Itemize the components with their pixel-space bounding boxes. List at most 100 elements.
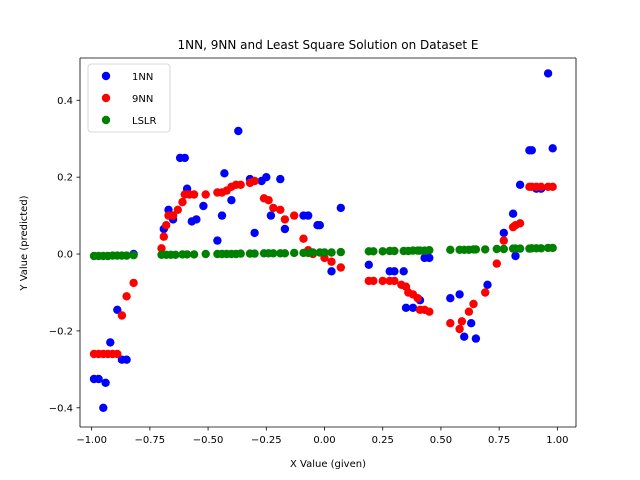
point-9nn-33: [290, 211, 299, 220]
y-tick-label: 0.0: [57, 250, 73, 261]
y-axis-title: Y Value (predicted): [19, 195, 30, 291]
point-lslr-55: [471, 245, 481, 254]
point-1nn-36: [364, 260, 373, 269]
point-9nn-44: [390, 276, 399, 286]
point-lslr-42: [390, 246, 399, 256]
point-9nn-7: [122, 292, 131, 301]
point-1nn-53: [511, 251, 520, 261]
point-9nn-67: [536, 182, 546, 191]
point-1nn-60: [548, 144, 557, 153]
x-axis: −1.00 −0.75 −0.50 −0.25 0.00 0.25 0.50 0.75 1.00: [76, 427, 569, 446]
x-tick-label: 1.00: [546, 435, 568, 446]
point-lslr-8: [129, 251, 138, 260]
x-tick-label: 0.00: [313, 435, 335, 446]
point-9nn-55: [457, 317, 467, 326]
point-1nn-7: [122, 355, 131, 364]
point-9nn-54: [455, 324, 464, 334]
point-1nn-59: [543, 69, 553, 78]
point-9nn-41: [369, 276, 378, 286]
point-1nn-26: [262, 173, 271, 182]
point-9nn-25: [236, 180, 245, 189]
point-1nn-10: [164, 205, 173, 214]
legend-label-1nn: 1NN: [132, 72, 153, 83]
point-9nn-69: [548, 182, 557, 191]
point-9nn-19: [201, 190, 210, 199]
point-lslr-12: [171, 250, 180, 259]
point-lslr-7: [122, 251, 131, 260]
legend: 1NN 9NN LSLR: [87, 63, 171, 133]
point-1nn-49: [471, 334, 481, 343]
point-1nn-16: [192, 215, 201, 224]
point-1nn-19: [217, 211, 227, 220]
point-lslr-49: [425, 246, 434, 255]
legend-marker-9nn: [101, 93, 111, 103]
point-1nn-31: [304, 211, 313, 220]
point-9nn-53: [446, 319, 455, 328]
point-lslr-67: [548, 243, 557, 253]
y-tick-label: 0.4: [57, 96, 73, 107]
point-1nn-52: [508, 209, 518, 218]
legend-frame: [87, 63, 171, 133]
point-1nn-3: [101, 378, 110, 387]
point-1nn-24: [250, 228, 259, 238]
point-9nn-31: [276, 205, 285, 214]
point-1nn-48: [467, 319, 476, 328]
point-9nn-11: [162, 221, 171, 230]
point-1nn-20: [220, 169, 229, 178]
point-9nn-59: [492, 259, 501, 268]
point-1nn-21: [227, 196, 236, 205]
point-1nn-17: [199, 201, 208, 211]
point-9nn-38: [327, 257, 336, 266]
point-1nn-45: [446, 294, 455, 303]
point-9nn-9: [157, 244, 166, 253]
point-9nn-39: [336, 263, 345, 272]
point-lslr-39: [369, 247, 378, 256]
point-9nn-6: [117, 311, 127, 320]
y-tick-label: 0.2: [57, 173, 73, 184]
point-1nn-29: [280, 224, 290, 234]
x-tick-label: −0.25: [251, 435, 282, 446]
point-lslr-33: [308, 248, 318, 257]
point-1nn-50: [483, 280, 492, 289]
point-lslr-35: [320, 248, 329, 257]
point-1nn-41: [408, 303, 418, 312]
point-lslr-15: [189, 250, 199, 259]
x-tick-label: 0.25: [372, 435, 394, 446]
point-1nn-2: [99, 403, 108, 412]
point-1nn-28: [276, 174, 285, 184]
x-tick-label: 0.50: [430, 435, 452, 446]
point-lslr-24: [250, 249, 259, 258]
point-9nn-10: [159, 232, 168, 241]
point-1nn-56: [527, 146, 536, 155]
point-lslr-22: [236, 249, 245, 258]
point-lslr-36: [327, 248, 336, 257]
x-tick-label: −0.75: [135, 435, 166, 446]
legend-label-lslr: LSLR: [132, 116, 156, 127]
point-lslr-29: [280, 249, 290, 258]
point-1nn-5: [113, 305, 122, 314]
point-lslr-30: [290, 248, 299, 258]
point-9nn-13: [168, 211, 178, 220]
point-9nn-32: [280, 215, 290, 224]
point-1nn-27: [266, 211, 276, 220]
chart-title: 1NN, 9NN and Least Square Solution on Da…: [178, 38, 479, 52]
point-lslr-14: [182, 250, 192, 259]
x-axis-title: X Value (given): [290, 459, 366, 470]
point-1nn-38: [390, 267, 399, 276]
point-1nn-13: [180, 153, 189, 163]
point-1nn-44: [425, 253, 434, 263]
point-9nn-30: [269, 203, 278, 213]
point-9nn-56: [464, 307, 474, 316]
point-9nn-15: [178, 197, 187, 207]
legend-marker-lslr: [101, 115, 111, 125]
point-1nn-39: [399, 267, 408, 276]
y-tick-label: −0.4: [49, 403, 73, 414]
point-lslr-58: [499, 244, 508, 254]
point-9nn-49: [413, 294, 422, 303]
point-lslr-57: [492, 244, 501, 254]
point-9nn-29: [264, 196, 273, 205]
point-9nn-8: [129, 278, 138, 288]
point-1nn-18: [213, 236, 222, 245]
x-tick-label: −1.00: [76, 435, 107, 446]
point-lslr-40: [378, 247, 387, 256]
